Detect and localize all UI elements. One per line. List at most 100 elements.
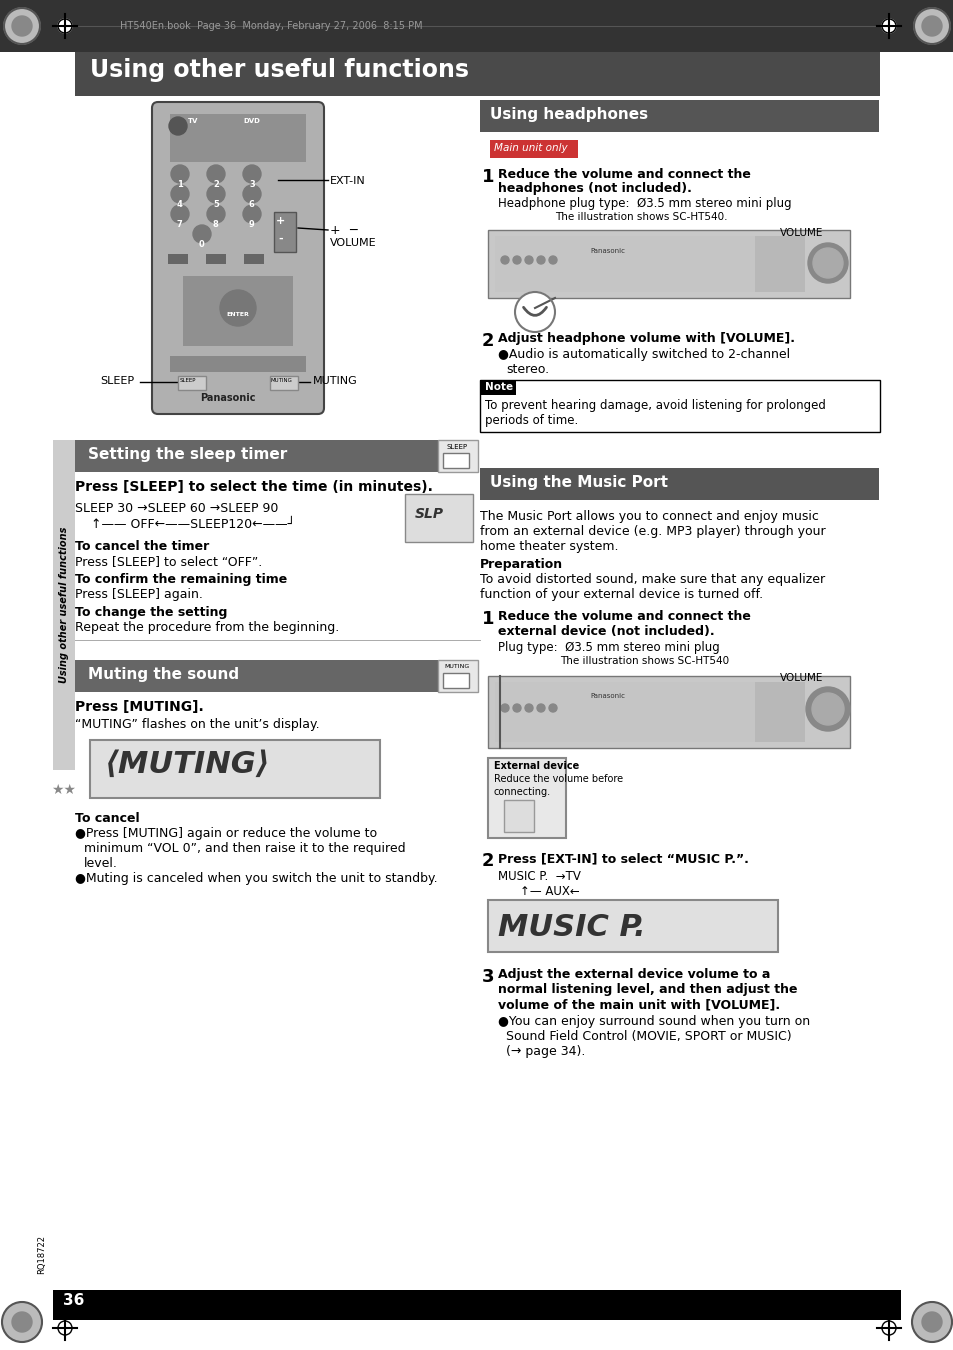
Bar: [405, 494, 473, 541]
Text: The illustration shows SC-HT540: The illustration shows SC-HT540: [559, 656, 728, 666]
Text: The illustration shows SC-HT540.: The illustration shows SC-HT540.: [555, 212, 727, 221]
Circle shape: [524, 703, 533, 711]
Bar: [437, 440, 477, 472]
Bar: [495, 682, 804, 742]
Text: connecting.: connecting.: [494, 787, 551, 796]
Bar: [170, 356, 306, 373]
Bar: [0, 0, 953, 53]
Bar: [168, 254, 188, 265]
Text: Note: Note: [484, 382, 513, 391]
Text: 9: 9: [249, 220, 254, 230]
Text: 7: 7: [177, 220, 183, 230]
Circle shape: [537, 256, 544, 265]
Text: ★★: ★★: [51, 783, 76, 796]
Text: 5: 5: [213, 200, 218, 209]
Circle shape: [4, 8, 40, 45]
Circle shape: [537, 703, 544, 711]
Text: “MUTING” flashes on the unit’s display.: “MUTING” flashes on the unit’s display.: [75, 718, 319, 730]
Text: The Music Port allows you to connect and enjoy music: The Music Port allows you to connect and…: [479, 510, 818, 522]
Text: Reduce the volume and connect the: Reduce the volume and connect the: [497, 610, 750, 622]
Bar: [488, 900, 778, 952]
Text: MUSIC P.  →TV: MUSIC P. →TV: [497, 869, 580, 883]
Circle shape: [921, 16, 941, 36]
Circle shape: [524, 256, 533, 265]
Text: 36: 36: [63, 1293, 84, 1308]
Text: 4: 4: [177, 200, 183, 209]
Circle shape: [513, 256, 520, 265]
Text: To change the setting: To change the setting: [75, 606, 227, 620]
FancyBboxPatch shape: [152, 103, 324, 414]
Bar: [490, 140, 578, 158]
Text: ⟨MUTING⟩: ⟨MUTING⟩: [105, 751, 271, 779]
Text: ●You can enjoy surround sound when you turn on: ●You can enjoy surround sound when you t…: [497, 1015, 809, 1027]
Bar: [488, 676, 849, 748]
Text: ↑—— OFF←——SLEEP120←——┘: ↑—— OFF←——SLEEP120←——┘: [91, 518, 294, 531]
Bar: [479, 100, 878, 132]
Text: Main unit only: Main unit only: [494, 143, 567, 153]
Bar: [75, 660, 462, 693]
Text: MUSIC P.: MUSIC P.: [497, 913, 645, 942]
Text: Press [SLEEP] to select the time (in minutes).: Press [SLEEP] to select the time (in min…: [75, 481, 433, 494]
Text: RQ18722: RQ18722: [37, 1235, 47, 1274]
Text: ●Muting is canceled when you switch the unit to standby.: ●Muting is canceled when you switch the …: [75, 872, 437, 886]
Text: Panasonic: Panasonic: [589, 693, 624, 699]
Circle shape: [805, 687, 849, 730]
Text: 0: 0: [199, 240, 205, 248]
Text: Setting the sleep timer: Setting the sleep timer: [88, 447, 287, 462]
Circle shape: [171, 205, 189, 223]
Text: periods of time.: periods of time.: [484, 414, 578, 427]
Text: MUTING: MUTING: [443, 664, 469, 670]
Circle shape: [911, 1301, 951, 1342]
Text: Adjust the external device volume to a: Adjust the external device volume to a: [497, 968, 770, 981]
Text: Using other useful functions: Using other useful functions: [59, 526, 69, 683]
Text: VOLUME: VOLUME: [780, 228, 822, 238]
Circle shape: [220, 290, 255, 325]
Bar: [178, 377, 206, 390]
Circle shape: [807, 243, 847, 284]
Text: VOLUME: VOLUME: [330, 238, 376, 248]
Bar: [170, 113, 306, 162]
Text: Press [SLEEP] again.: Press [SLEEP] again.: [75, 589, 203, 601]
Text: ●Press [MUTING] again or reduce the volume to: ●Press [MUTING] again or reduce the volu…: [75, 828, 376, 840]
Text: Press [EXT-IN] to select “MUSIC P.”.: Press [EXT-IN] to select “MUSIC P.”.: [497, 852, 748, 865]
Text: Press [SLEEP] to select “OFF”.: Press [SLEEP] to select “OFF”.: [75, 555, 262, 568]
Bar: [442, 674, 469, 688]
Circle shape: [169, 117, 187, 135]
Circle shape: [513, 703, 520, 711]
Bar: [488, 757, 565, 838]
Text: +: +: [275, 216, 285, 225]
Bar: [75, 53, 879, 96]
Circle shape: [882, 19, 895, 32]
Text: function of your external device is turned off.: function of your external device is turn…: [479, 589, 762, 601]
Text: 2: 2: [213, 180, 218, 189]
Bar: [183, 275, 293, 346]
Text: 3: 3: [249, 180, 254, 189]
Circle shape: [2, 1301, 42, 1342]
Text: HT540En.book  Page 36  Monday, February 27, 2006  8:15 PM: HT540En.book Page 36 Monday, February 27…: [120, 22, 422, 31]
Text: -: -: [277, 234, 282, 244]
Text: ●Audio is automatically switched to 2-channel: ●Audio is automatically switched to 2-ch…: [497, 348, 789, 360]
Text: SLEEP 30 →SLEEP 60 →SLEEP 90: SLEEP 30 →SLEEP 60 →SLEEP 90: [75, 502, 278, 514]
Circle shape: [812, 248, 842, 278]
Text: (→ page 34).: (→ page 34).: [505, 1045, 585, 1058]
Text: SLEEP: SLEEP: [447, 444, 468, 450]
Text: from an external device (e.g. MP3 player) through your: from an external device (e.g. MP3 player…: [479, 525, 824, 539]
Text: Panasonic: Panasonic: [200, 393, 255, 404]
Bar: [270, 377, 297, 390]
Text: To prevent hearing damage, avoid listening for prolonged: To prevent hearing damage, avoid listeni…: [484, 400, 825, 412]
Text: 1: 1: [481, 610, 494, 628]
Bar: [479, 379, 516, 396]
Text: 1: 1: [481, 167, 494, 186]
Text: Using other useful functions: Using other useful functions: [90, 58, 469, 82]
Text: 2: 2: [481, 332, 494, 350]
Bar: [75, 440, 462, 472]
Text: 1: 1: [177, 180, 183, 189]
Text: external device (not included).: external device (not included).: [497, 625, 714, 639]
Text: Headphone plug type:  Ø3.5 mm stereo mini plug: Headphone plug type: Ø3.5 mm stereo mini…: [497, 197, 791, 211]
Circle shape: [548, 703, 557, 711]
Text: Preparation: Preparation: [479, 558, 562, 571]
Bar: [503, 801, 534, 832]
Bar: [244, 254, 264, 265]
Text: headphones (not included).: headphones (not included).: [497, 182, 691, 194]
Circle shape: [243, 205, 261, 223]
